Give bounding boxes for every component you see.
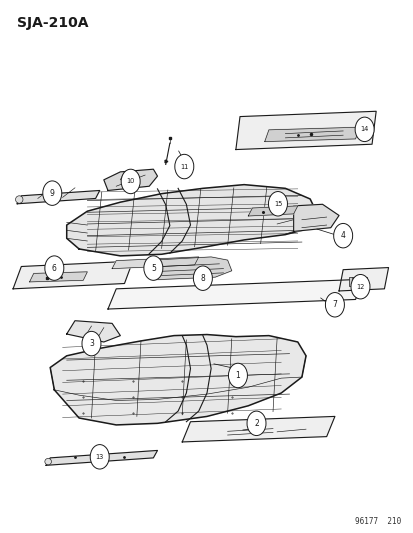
Polygon shape	[235, 111, 375, 150]
Text: SJA-210A: SJA-210A	[17, 15, 88, 29]
Polygon shape	[29, 272, 87, 282]
Text: 12: 12	[356, 284, 364, 290]
Polygon shape	[112, 257, 198, 269]
Text: 96177  210: 96177 210	[354, 517, 400, 526]
Text: 13: 13	[95, 454, 104, 460]
Polygon shape	[248, 206, 297, 216]
Circle shape	[82, 332, 101, 356]
Polygon shape	[153, 257, 231, 280]
Ellipse shape	[45, 458, 51, 465]
Polygon shape	[108, 279, 363, 309]
Text: 7: 7	[332, 300, 337, 309]
Circle shape	[228, 364, 247, 387]
Polygon shape	[17, 190, 100, 204]
Text: 15: 15	[273, 201, 282, 207]
Text: 1: 1	[235, 371, 240, 380]
Polygon shape	[66, 321, 120, 342]
Text: 2: 2	[254, 419, 258, 428]
Circle shape	[121, 169, 140, 193]
Polygon shape	[338, 268, 388, 291]
Bar	[349, 277, 366, 286]
Text: 10: 10	[126, 179, 135, 184]
Text: 6: 6	[52, 264, 57, 272]
Text: 14: 14	[360, 126, 368, 132]
Polygon shape	[50, 335, 305, 425]
Circle shape	[144, 256, 162, 280]
Text: 8: 8	[200, 273, 205, 282]
Circle shape	[43, 181, 62, 205]
Circle shape	[354, 117, 373, 142]
Ellipse shape	[16, 196, 23, 203]
Circle shape	[45, 256, 64, 280]
Text: 3: 3	[89, 339, 94, 348]
Circle shape	[333, 223, 352, 248]
Circle shape	[193, 266, 212, 290]
Text: 11: 11	[180, 164, 188, 169]
Text: 4: 4	[340, 231, 345, 240]
Polygon shape	[46, 450, 157, 465]
Circle shape	[247, 411, 266, 435]
Polygon shape	[13, 261, 133, 289]
Text: 5: 5	[151, 264, 155, 272]
Polygon shape	[104, 169, 157, 190]
Polygon shape	[293, 204, 338, 231]
Circle shape	[174, 155, 193, 179]
Bar	[351, 277, 358, 282]
Polygon shape	[66, 184, 318, 256]
Polygon shape	[182, 416, 334, 442]
Text: 9: 9	[50, 189, 55, 198]
Circle shape	[325, 293, 344, 317]
Polygon shape	[264, 127, 359, 142]
Circle shape	[268, 191, 287, 216]
Circle shape	[350, 274, 369, 299]
Circle shape	[90, 445, 109, 469]
